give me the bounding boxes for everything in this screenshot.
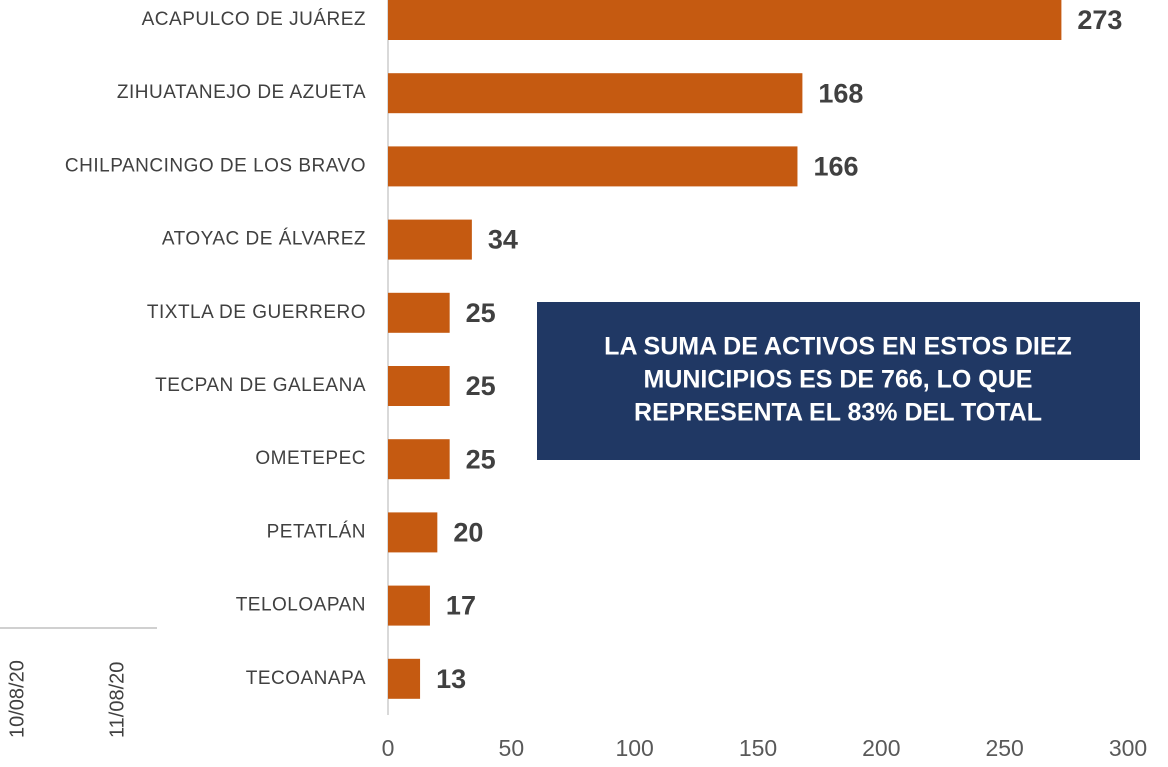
data-label: 25 [466, 371, 496, 401]
bar [388, 366, 450, 406]
y-tick-label: ATOYAC DE ÁLVAREZ [162, 229, 366, 250]
x-tick-label: 50 [499, 735, 525, 761]
bar [388, 73, 803, 114]
data-label: 13 [436, 664, 466, 694]
annotation-text: LA SUMA DE ACTIVOS EN ESTOS DIEZ [604, 333, 1072, 361]
data-label: 17 [446, 591, 476, 621]
x-tick-label: 100 [615, 735, 653, 761]
data-label: 25 [466, 298, 496, 328]
data-label: 168 [818, 78, 863, 108]
x-tick-label: 300 [1109, 735, 1147, 761]
data-label: 25 [466, 444, 496, 474]
y-tick-label: ZIHUATANEJO DE AZUETA [117, 82, 366, 103]
annotation-text: MUNICIPIOS ES DE 766, LO QUE [644, 366, 1033, 394]
bar [388, 658, 421, 699]
x-tick-label: 250 [985, 735, 1023, 761]
x-tick-label: 0 [382, 735, 395, 761]
data-label: 20 [453, 518, 483, 548]
x-tick-label: 150 [739, 735, 777, 761]
annotation-text: REPRESENTA EL 83% DEL TOTAL [634, 399, 1042, 427]
background-label: 11/08/20 [106, 662, 128, 738]
annotation-box [537, 302, 1140, 460]
y-tick-label: CHILPANCINGO DE LOS BRAVO [65, 155, 366, 176]
y-tick-label: OMETEPEC [255, 448, 366, 469]
y-tick-label: TIXTLA DE GUERRERO [147, 302, 366, 323]
y-tick-label: ACAPULCO DE JUÁREZ [142, 9, 366, 30]
bar [388, 0, 1062, 40]
data-label: 34 [488, 225, 518, 255]
bar [388, 219, 472, 260]
data-label: 166 [813, 152, 858, 182]
y-tick-label: TELOLOAPAN [236, 595, 366, 616]
bar [388, 439, 450, 480]
y-tick-label: PETATLÁN [267, 521, 366, 542]
x-tick-label: 200 [862, 735, 900, 761]
bar [388, 146, 798, 187]
bar [388, 585, 430, 626]
bar [388, 512, 438, 553]
bar [388, 292, 450, 333]
background-label: 10/08/20 [6, 660, 28, 738]
y-tick-label: TECPAN DE GALEANA [155, 375, 366, 396]
y-tick-label: TECOANAPA [246, 668, 366, 689]
data-label: 273 [1077, 5, 1122, 35]
